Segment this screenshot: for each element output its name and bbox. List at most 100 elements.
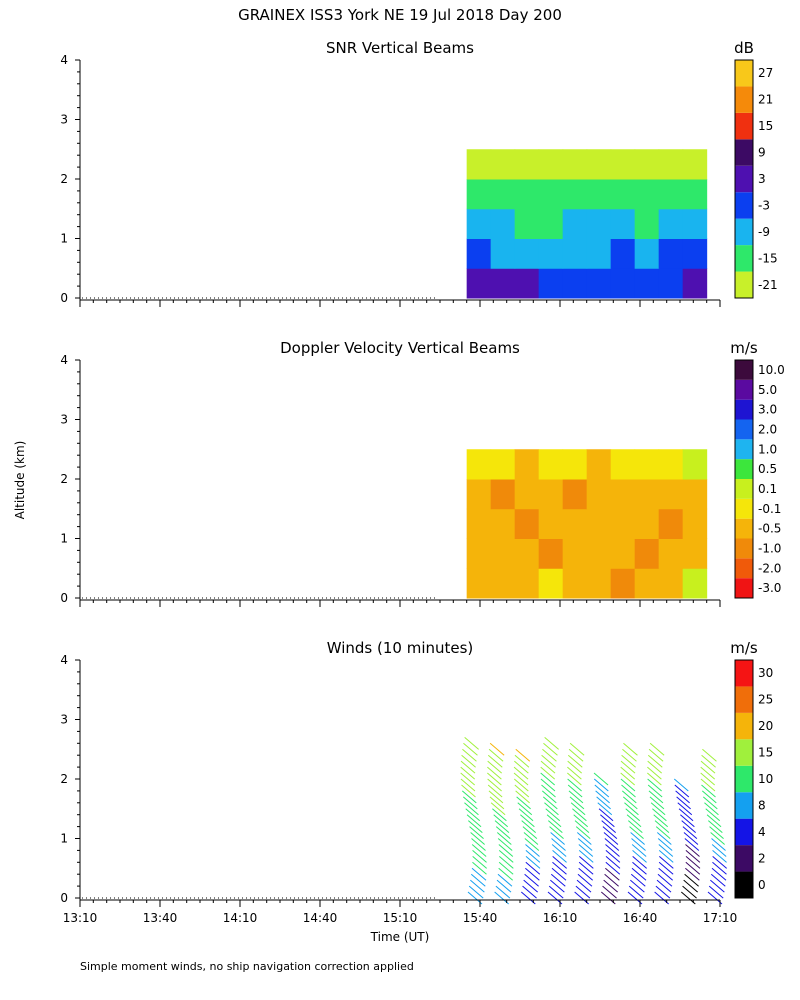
snr-cell: [610, 208, 636, 239]
wind-barb: [655, 826, 671, 839]
wind-barb: [658, 867, 674, 881]
wind-barb: [470, 832, 485, 845]
winds-colorbar-swatch: [735, 686, 753, 713]
wind-barb: [487, 754, 503, 768]
wind-barb: [570, 802, 586, 816]
doppler-velocity-cell: [610, 508, 636, 539]
winds-colorbar-label: 2: [758, 851, 766, 865]
doppler-velocity-colorbar-label: 2.0: [758, 422, 777, 436]
wind-barb: [709, 826, 724, 839]
doppler-velocity-cell: [538, 449, 564, 480]
wind-barb: [468, 820, 483, 834]
wind-barb: [497, 873, 513, 887]
doppler-velocity-colorbar-swatch: [735, 379, 753, 400]
snr-colorbar-swatch: [735, 60, 753, 87]
wind-barb: [544, 802, 559, 816]
wind-barb: [605, 844, 620, 857]
wind-barb: [462, 748, 477, 762]
footnote: Simple moment winds, no ship navigation …: [80, 960, 414, 973]
wind-barb: [647, 784, 663, 798]
wind-barb: [683, 832, 699, 845]
wind-barb: [650, 802, 666, 816]
wind-barb: [548, 820, 563, 834]
snr-y-tick-label: 3: [60, 113, 68, 127]
winds-colorbar-swatch: [735, 765, 753, 793]
doppler-velocity-cell: [658, 449, 684, 480]
doppler-velocity-cell: [490, 508, 516, 539]
winds-panel-title: Winds (10 minutes): [327, 639, 474, 657]
snr-cell: [682, 179, 708, 210]
snr-cell: [538, 208, 564, 239]
wind-barb: [550, 832, 565, 845]
wind-barb: [700, 766, 716, 780]
winds-y-tick-label: 0: [60, 891, 68, 905]
wind-barb: [516, 796, 531, 810]
wind-barb: [674, 784, 690, 798]
wind-barb: [710, 832, 725, 845]
wind-barb: [524, 838, 540, 851]
wind-barb: [472, 861, 487, 875]
winds-colorbar-swatch: [735, 818, 753, 846]
wind-barb: [472, 850, 487, 863]
doppler-velocity-cell: [682, 449, 708, 480]
winds-colorbar-label: 15: [758, 746, 773, 760]
wind-barb: [595, 790, 610, 804]
wind-barb: [622, 748, 637, 762]
wind-barb: [460, 766, 476, 780]
wind-barb: [545, 808, 561, 822]
winds-colorbar-swatch: [735, 712, 753, 740]
snr-cell: [466, 149, 492, 180]
winds-colorbar-label: 25: [758, 693, 773, 707]
wind-barb: [499, 855, 514, 869]
wind-barb: [701, 784, 716, 798]
wind-barb: [549, 826, 564, 839]
wind-barb: [603, 879, 619, 893]
wind-barb: [548, 885, 564, 899]
wind-barb: [470, 873, 486, 887]
wind-barb: [575, 885, 591, 899]
snr-cell: [466, 238, 492, 269]
wind-barb: [631, 844, 647, 857]
wind-barb: [577, 838, 593, 851]
wind-barb: [596, 796, 611, 810]
snr-cell: [658, 268, 684, 299]
wind-barb: [552, 855, 567, 869]
doppler-velocity-cell: [682, 508, 708, 539]
wind-barb: [542, 748, 557, 762]
wind-barb: [524, 873, 539, 887]
doppler-velocity-colorbar-swatch: [735, 399, 753, 420]
winds-x-tick-label: 13:40: [143, 911, 178, 925]
wind-barb: [648, 790, 664, 804]
winds-colorbar-swatch: [735, 871, 753, 898]
wind-barb: [523, 832, 539, 845]
wind-barb: [461, 754, 476, 768]
wind-barb: [673, 778, 689, 792]
doppler-velocity-colorbar-label: 5.0: [758, 383, 777, 397]
snr-cell: [634, 238, 660, 269]
wind-barb: [593, 778, 609, 792]
wind-barb: [525, 855, 541, 869]
doppler-velocity-cell: [466, 449, 492, 480]
wind-barb: [683, 879, 699, 893]
snr-cell: [490, 238, 516, 269]
wind-barb: [525, 867, 540, 881]
snr-cell: [586, 238, 612, 269]
wind-barb: [647, 766, 662, 780]
doppler-velocity-cell: [586, 508, 612, 539]
wind-barb: [705, 808, 721, 822]
doppler-velocity-colorbar-unit: m/s: [730, 339, 758, 357]
wind-barb: [498, 861, 514, 875]
wind-barb: [578, 861, 594, 875]
wind-barb: [567, 760, 583, 774]
doppler-velocity-cell: [634, 449, 660, 480]
wind-barb: [712, 855, 727, 869]
wind-barb: [487, 760, 503, 774]
doppler-velocity-cell: [658, 479, 684, 510]
snr-colorbar-swatch: [735, 271, 753, 298]
snr-cell: [586, 208, 612, 239]
doppler-velocity-cell: [610, 449, 636, 480]
snr-colorbar-label: 3: [758, 172, 766, 186]
doppler-velocity-colorbar-swatch: [735, 360, 753, 380]
winds-x-tick-label: 14:40: [303, 911, 338, 925]
wind-barb: [685, 850, 701, 863]
